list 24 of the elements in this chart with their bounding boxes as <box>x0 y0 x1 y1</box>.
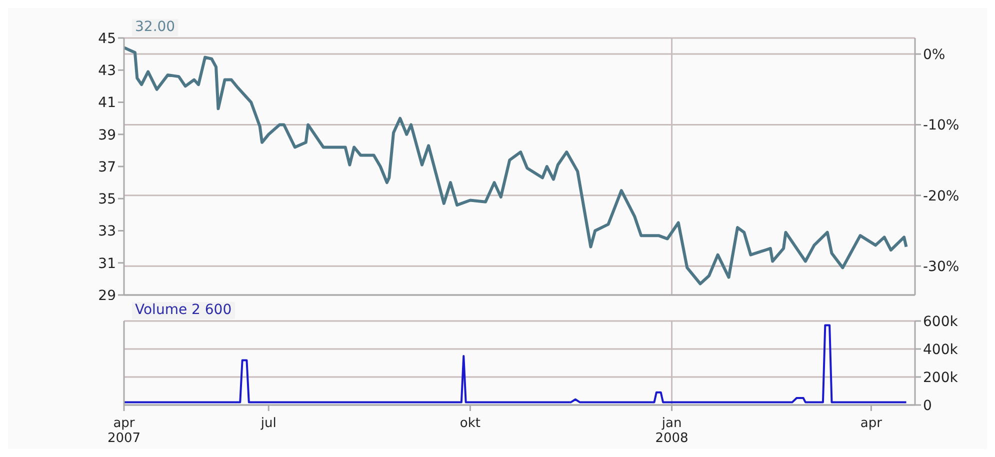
y-tick-label: 39 <box>98 127 116 144</box>
y-tick-label: 400k <box>923 342 959 358</box>
y-tick-label: 33 <box>98 224 116 240</box>
chart-title: Volume 2 600 <box>132 302 235 319</box>
y2-tick-label: 0% <box>923 47 946 64</box>
y2-tick-label: -20% <box>923 188 960 204</box>
y2-tick-label: -10% <box>923 118 960 134</box>
y-tick-label: 43 <box>98 63 116 80</box>
x-tick-label: okt <box>460 416 480 431</box>
y-tick-label: 600k <box>923 314 959 330</box>
y-tick-label: 29 <box>98 288 116 304</box>
y-tick-label: 41 <box>98 95 116 112</box>
x-tick-label: jul <box>260 416 276 431</box>
y-tick-label: 0 <box>923 398 932 414</box>
y-tick-label: 37 <box>98 159 116 176</box>
y-tick-label: 35 <box>98 192 116 208</box>
x-tick-label: jan 2008 <box>655 416 688 446</box>
chart-title: 32.00 <box>132 19 178 36</box>
x-tick-label: apr 2007 <box>107 416 141 446</box>
x-tick-label: apr <box>860 416 883 431</box>
y-tick-label: 45 <box>98 30 116 47</box>
y-tick-label: 31 <box>98 256 116 272</box>
y-tick-label: 200k <box>923 370 959 386</box>
y2-tick-label: -30% <box>923 259 960 276</box>
